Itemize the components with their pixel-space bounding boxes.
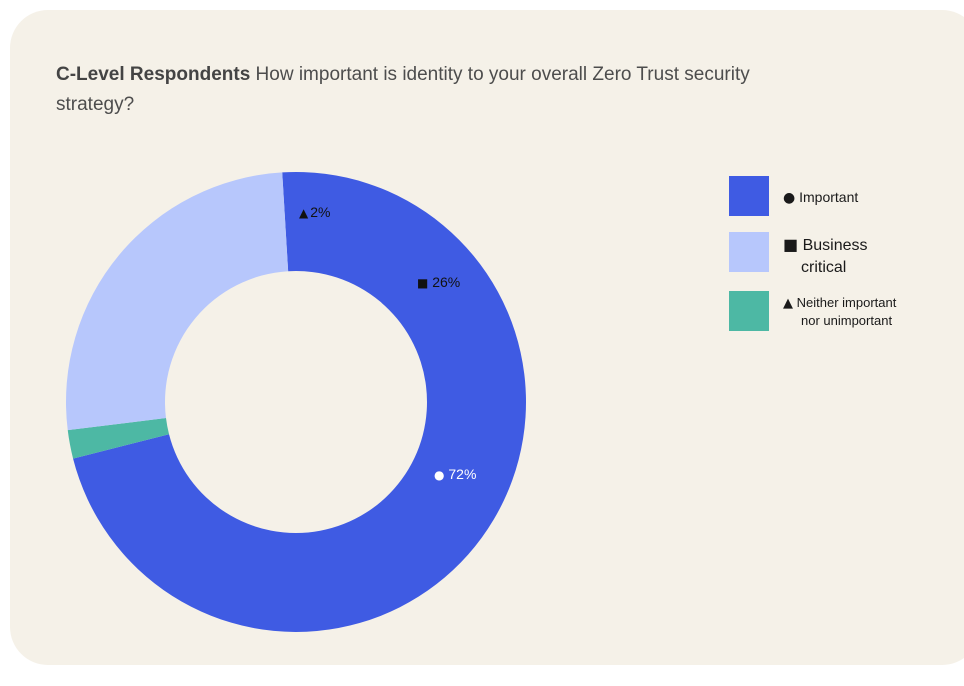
legend-label-business-critical: ■ Business critical — [783, 234, 868, 279]
legend-label-neither: ▲ Neither important nor unimportant — [783, 294, 896, 329]
legend-swatch-neither — [729, 291, 769, 331]
chart-card: C-Level Respondents How important is ide… — [10, 10, 964, 665]
data-label-symbol: ■ — [417, 276, 428, 290]
data-label-2: ▲ 2% — [299, 204, 330, 220]
legend-text-important: Important — [799, 189, 859, 205]
chart-title-question: How important is identity to your overal… — [56, 64, 750, 115]
donut-slice-important — [73, 172, 527, 632]
legend-text-critical: critical — [801, 259, 847, 276]
legend-swatch-business-critical — [729, 232, 769, 272]
legend-text-nor: nor unimportant — [801, 313, 893, 328]
donut-slice-business-critical — [66, 172, 289, 431]
donut-slice-neither-important-nor-unimportant — [67, 418, 170, 459]
square-icon: ■ — [783, 235, 799, 254]
data-label-72: ● 72% — [434, 466, 476, 482]
legend-text-business: Business — [802, 237, 868, 254]
triangle-icon: ▲ — [783, 296, 793, 311]
chart-title: C-Level Respondents How important is ide… — [56, 60, 756, 120]
data-label-value: 72% — [444, 466, 476, 482]
data-label-value: 2% — [310, 204, 330, 220]
data-label-symbol: ▲ — [299, 206, 309, 220]
donut-chart: ● 72% ▲ 2% ■ 26% — [66, 172, 527, 632]
data-label-symbol: ● — [434, 468, 444, 482]
legend-text-neither: Neither important — [796, 295, 897, 310]
circle-icon: ● — [783, 190, 796, 206]
data-label-26: ■ 26% — [417, 274, 460, 290]
chart-title-bold: C-Level Respondents — [56, 64, 251, 85]
legend-swatch-important — [729, 176, 769, 216]
data-label-value: 26% — [428, 274, 460, 290]
legend-label-important: ● Important — [783, 188, 858, 207]
